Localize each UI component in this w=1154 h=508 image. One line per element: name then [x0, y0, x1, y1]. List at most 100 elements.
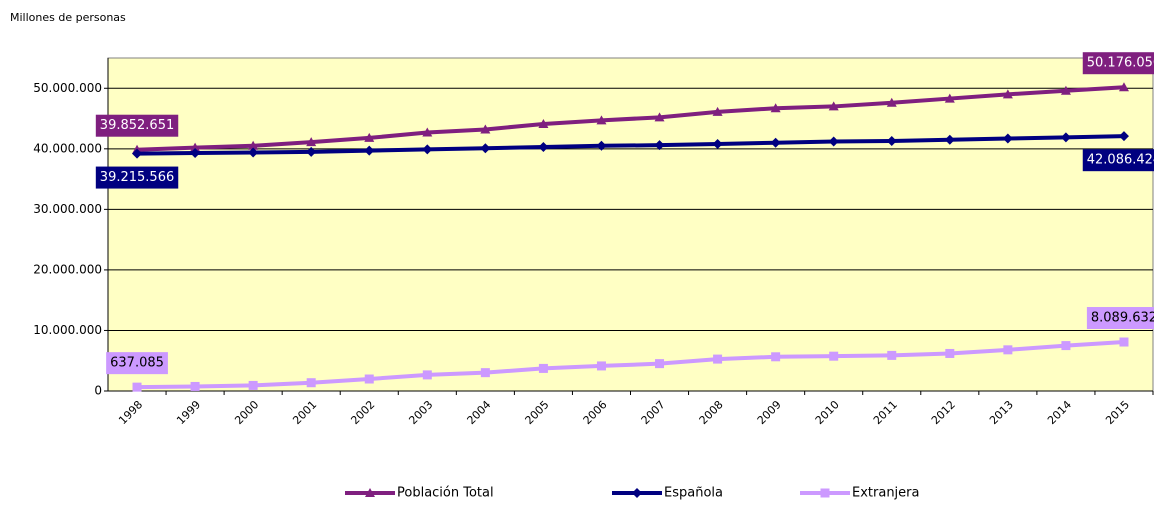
marker	[306, 378, 316, 388]
y-tick-label: 50.000.000	[33, 81, 102, 95]
marker	[771, 352, 781, 362]
marker	[654, 112, 665, 122]
marker	[364, 145, 375, 156]
marker	[1118, 82, 1129, 92]
marker	[1118, 131, 1129, 142]
series-line	[137, 340, 1125, 390]
marker	[422, 370, 432, 380]
marker	[480, 124, 491, 134]
data-label-text: 8.089.632	[1091, 311, 1154, 326]
data-label-text: 39.852.651	[100, 118, 174, 133]
x-tick-label: 2015	[1103, 398, 1132, 427]
legend-marker	[365, 488, 375, 497]
marker	[887, 350, 897, 360]
x-tick-label: 2002	[348, 398, 377, 427]
data-label: 42.086.424	[1082, 149, 1154, 172]
data-label: 637.085	[106, 352, 168, 375]
data-label-box	[106, 352, 168, 375]
marker	[190, 142, 201, 152]
x-tick-label: 1998	[116, 398, 145, 427]
y-tick-label: 10.000.000	[33, 323, 102, 337]
marker	[713, 354, 723, 364]
marker	[1060, 85, 1071, 95]
marker	[248, 147, 259, 158]
marker	[944, 134, 955, 145]
marker	[712, 106, 723, 116]
data-label: 50.176.056	[1082, 52, 1154, 75]
marker	[306, 146, 317, 157]
x-tick-label: 2013	[987, 398, 1016, 427]
marker	[190, 148, 201, 159]
marker	[770, 137, 781, 148]
x-tick-label: 2007	[639, 398, 668, 427]
marker	[886, 97, 897, 107]
plot-area	[107, 57, 1154, 392]
legend-label: Población Total	[397, 486, 494, 501]
marker	[480, 368, 490, 378]
x-tick-label: 2005	[523, 398, 552, 427]
marker	[1061, 341, 1071, 351]
x-tick-label: 2001	[290, 398, 319, 427]
marker	[306, 137, 317, 147]
marker	[422, 144, 433, 155]
marker	[190, 381, 200, 391]
series-line	[137, 134, 1125, 156]
marker	[1002, 133, 1013, 144]
x-tick-label: 2009	[755, 398, 784, 427]
marker	[132, 382, 142, 392]
x-tick-label: 2006	[581, 398, 610, 427]
marker	[538, 118, 549, 128]
data-label-box	[95, 114, 179, 137]
data-label: 8.089.632	[1086, 307, 1154, 330]
data-label: 39.852.651	[95, 114, 179, 137]
marker	[1119, 337, 1129, 347]
marker	[1002, 89, 1013, 99]
data-label-box	[1082, 52, 1154, 75]
x-tick-label: 1999	[174, 398, 203, 427]
data-label-box	[95, 166, 179, 189]
marker	[654, 140, 665, 151]
marker	[364, 132, 375, 142]
marker	[596, 140, 607, 151]
x-tick-label: 2012	[929, 398, 958, 427]
y-tick-label: 0	[94, 384, 102, 398]
marker	[596, 115, 607, 125]
x-tick-label: 2014	[1045, 398, 1074, 427]
data-label-text: 42.086.424	[1087, 153, 1154, 168]
series-line	[136, 85, 1125, 152]
data-label-text: 50.176.056	[1087, 56, 1154, 71]
marker	[1003, 345, 1013, 355]
data-label-box	[1082, 149, 1154, 172]
x-tick-label: 2010	[813, 398, 842, 427]
marker	[596, 361, 606, 371]
marker	[829, 351, 839, 361]
legend-label: Extranjera	[852, 486, 919, 501]
x-tick-label: 2004	[465, 398, 494, 427]
y-tick-label: 20.000.000	[33, 262, 102, 276]
marker	[945, 348, 955, 358]
x-tick-label: 2008	[697, 398, 726, 427]
y-tick-label: 30.000.000	[33, 202, 102, 216]
marker	[422, 127, 433, 137]
legend-marker	[820, 488, 830, 498]
marker	[944, 93, 955, 103]
marker	[538, 142, 549, 153]
marker	[248, 380, 258, 390]
x-tick-label: 2000	[232, 398, 261, 427]
marker	[828, 136, 839, 147]
legend-label: Española	[664, 486, 723, 501]
data-label-text: 39.215.566	[100, 170, 174, 185]
data-label: 39.215.566	[95, 166, 179, 189]
marker	[712, 138, 723, 149]
x-tick-label: 2011	[871, 398, 900, 427]
marker	[538, 363, 548, 373]
y-axis-label: Millones de personas	[10, 11, 126, 24]
marker	[132, 148, 143, 159]
data-label-box	[1086, 307, 1154, 330]
y-tick-label: 40.000.000	[33, 141, 102, 155]
marker	[480, 143, 491, 154]
marker	[886, 135, 897, 146]
x-tick-label: 2003	[406, 398, 435, 427]
marker	[828, 101, 839, 111]
